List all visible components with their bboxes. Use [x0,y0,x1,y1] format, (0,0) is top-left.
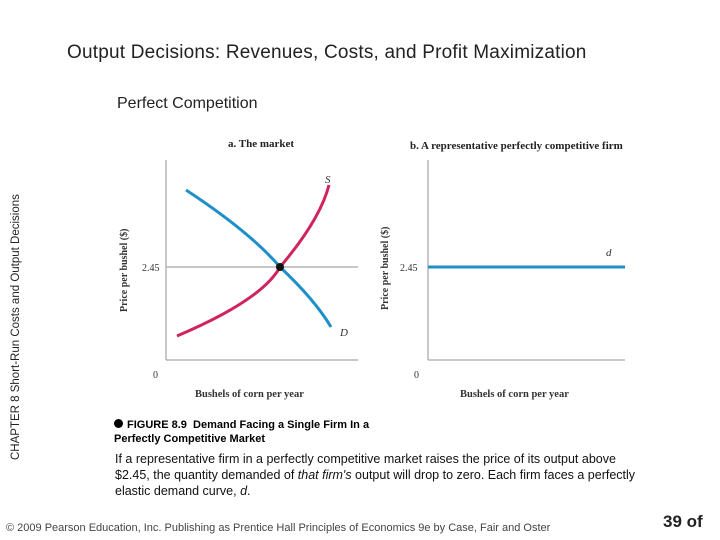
caption-d: d [240,484,248,498]
figure-bullet-icon [114,419,123,428]
caption-text-1: If a representative firm in a perfectly … [115,452,616,482]
footer-copyright: © 2009 Pearson Education, Inc. Publishin… [6,522,551,534]
slide-title: Output Decisions: Revenues, Costs, and P… [67,42,587,63]
demand-curve [185,188,333,328]
supply-label: S [325,174,331,186]
panel-a-origin: 0 [153,370,158,381]
panel-a-price-tick: 2.45 [142,263,160,274]
figure-title: Demand Facing a Single Firm In a Perfect… [114,419,370,445]
figure-caption-title: FIGURE 8.9 Demand Facing a Single Firm I… [114,418,414,446]
page-number: 39 of [663,512,703,531]
caption-text-2: output will drop to zero. Each firm face… [115,468,636,498]
demand-label: D [339,327,348,339]
figure-caption-body: If a representative firm in a perfectly … [115,451,645,499]
panel-b-x-label: Bushels of corn per year [460,389,569,400]
panel-a-x-label: Bushels of corn per year [195,389,304,400]
figure-number: FIGURE 8.9 [127,419,187,431]
panel-b-y-label: Price per bushel ($) [380,227,391,310]
caption-italic: that firm's [297,468,352,482]
panel-a-title: a. The market [228,138,294,150]
panel-a-y-label: Price per bushel ($) [119,229,130,312]
firm-demand-label: d [606,247,612,259]
caption-end: . [247,484,251,498]
panel-b-title: b. A representative perfectly competitiv… [410,140,623,152]
panel-b-price-tick: 2.45 [400,263,418,274]
panel-b-origin: 0 [414,370,419,381]
equilibrium-point [276,263,284,271]
slide-subtitle: Perfect Competition [117,95,258,112]
supply-curve [176,184,331,338]
